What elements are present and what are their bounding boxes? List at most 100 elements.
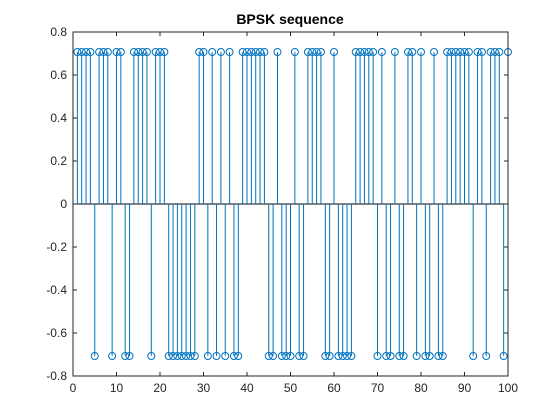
x-tick-label: 0 xyxy=(70,381,77,395)
stem-marker xyxy=(160,47,169,56)
stem-marker xyxy=(412,352,421,361)
x-tick-label: 100 xyxy=(498,381,518,395)
stem-marker xyxy=(373,352,382,361)
stem-marker xyxy=(330,47,338,56)
stem-marker xyxy=(430,47,439,56)
stem-marker xyxy=(356,47,365,56)
stems-group xyxy=(76,51,509,357)
stem-marker xyxy=(86,47,95,56)
stem-marker xyxy=(473,47,482,56)
stem-marker xyxy=(238,47,247,56)
stem-marker xyxy=(382,352,391,361)
stem-marker xyxy=(421,352,430,361)
stem-marker xyxy=(134,47,143,56)
stem-marker xyxy=(390,47,399,56)
stem-marker xyxy=(82,47,91,56)
stem-marker xyxy=(199,47,208,56)
stem-marker xyxy=(112,47,121,56)
stem-marker xyxy=(343,352,352,361)
stem-marker xyxy=(138,47,147,56)
stem-marker xyxy=(460,47,469,56)
stem-marker xyxy=(495,47,504,56)
x-tick-label: 50 xyxy=(284,381,298,395)
stem-marker xyxy=(386,352,395,361)
x-tick-label: 90 xyxy=(458,381,472,395)
stem-marker xyxy=(273,47,282,56)
stem-marker xyxy=(177,352,186,361)
y-tick-label: 0 xyxy=(60,197,67,211)
stem-marker xyxy=(417,47,425,56)
stem-marker xyxy=(151,47,160,56)
stem-marker xyxy=(208,47,217,56)
y-tick-label: -0.4 xyxy=(46,283,67,297)
stem-marker xyxy=(364,47,373,56)
stem-marker xyxy=(408,47,417,56)
stem-marker xyxy=(434,352,443,361)
stem-marker xyxy=(164,352,173,361)
y-axis-ticks: 0.8 0.6 0.4 0.2 0 -0.2 -0.4 -0.6 -0.8 xyxy=(46,25,508,383)
stem-marker xyxy=(243,47,251,56)
stem-marker xyxy=(247,47,256,56)
stem-marker xyxy=(95,47,104,56)
stem-marker xyxy=(99,47,108,56)
stem-marker xyxy=(156,47,164,56)
stem-marker xyxy=(121,352,130,361)
stem-marker xyxy=(438,352,447,361)
x-tick-label: 30 xyxy=(197,381,211,395)
stem-marker xyxy=(277,352,286,361)
x-tick-label: 40 xyxy=(240,381,254,395)
stem-marker xyxy=(482,352,491,361)
x-tick-label: 10 xyxy=(110,381,124,395)
stem-marker xyxy=(182,352,191,361)
stem-marker xyxy=(203,352,212,361)
stem-marker xyxy=(325,352,334,361)
stem-marker xyxy=(216,47,225,56)
stem-marker xyxy=(103,47,112,56)
stem-marker xyxy=(312,47,321,56)
stem-marker xyxy=(295,352,304,361)
stem-marker xyxy=(108,352,117,361)
stem-marker xyxy=(303,47,312,56)
stem-marker xyxy=(269,352,278,361)
stem-marker xyxy=(377,47,386,56)
stem-marker xyxy=(195,47,204,56)
y-tick-label: -0.2 xyxy=(46,240,67,254)
stem-marker xyxy=(395,352,404,361)
stem-marker xyxy=(334,352,343,361)
stem-marker xyxy=(186,352,195,361)
stem-marker xyxy=(212,352,221,361)
x-tick-label: 60 xyxy=(327,381,341,395)
stem-marker xyxy=(290,47,299,56)
stem-marker xyxy=(447,47,456,56)
stem-marker xyxy=(347,352,356,361)
stem-marker xyxy=(360,47,369,56)
stem-marker xyxy=(403,47,412,56)
stem-marker xyxy=(338,352,347,361)
stem-marker xyxy=(443,47,452,56)
stem-marker xyxy=(308,47,317,56)
stem-marker xyxy=(282,352,291,361)
y-tick-label: 0.2 xyxy=(50,154,67,168)
stem-marker xyxy=(90,352,99,361)
x-tick-label: 20 xyxy=(153,381,167,395)
stem-marker xyxy=(399,352,408,361)
stem-marker xyxy=(116,47,125,56)
stem-marker xyxy=(321,352,330,361)
y-tick-label: 0.4 xyxy=(50,111,67,125)
stem-marker xyxy=(490,47,499,56)
y-tick-label: -0.6 xyxy=(46,326,67,340)
y-tick-label: -0.8 xyxy=(46,369,67,383)
markers-group xyxy=(73,47,512,361)
stem-marker xyxy=(190,352,199,361)
stem-marker xyxy=(469,352,478,361)
stem-marker xyxy=(264,352,273,361)
y-tick-label: 0.8 xyxy=(50,25,67,39)
stem-marker xyxy=(234,352,243,361)
stem-marker xyxy=(147,352,156,361)
stem-marker xyxy=(225,47,234,56)
stem-marker xyxy=(142,47,151,56)
stem-marker xyxy=(77,47,86,56)
stem-marker xyxy=(464,47,473,56)
stem-marker xyxy=(169,352,178,361)
